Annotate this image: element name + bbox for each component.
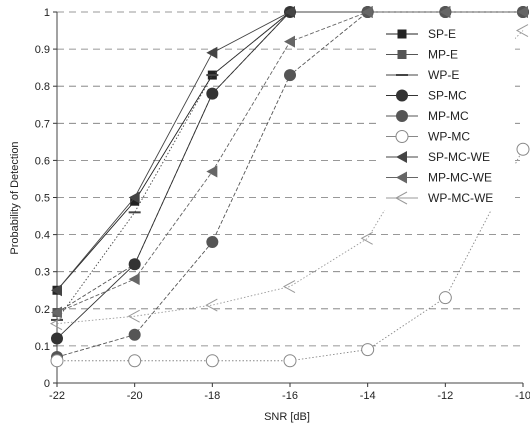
data-point <box>128 191 140 204</box>
data-point <box>206 165 218 178</box>
x-tick-label: -14 <box>360 390 376 402</box>
data-point <box>361 6 373 18</box>
legend-entry: WP-E <box>386 68 459 82</box>
legend-label: SP-MC-WE <box>428 150 490 164</box>
data-point <box>361 343 375 357</box>
legend-entry: SP-E <box>386 27 456 41</box>
y-tick-label: 0.1 <box>35 341 50 353</box>
data-point <box>206 46 218 59</box>
y-tick-label: 0.8 <box>35 81 50 93</box>
legend-entry: SP-MC <box>386 89 467 103</box>
legend-entry: WP-MC <box>386 130 470 144</box>
data-point <box>205 354 219 368</box>
y-tick-label: 0.2 <box>35 304 50 316</box>
x-tick-label: -22 <box>49 390 65 402</box>
data-point <box>206 236 219 249</box>
y-tick-label: 0.9 <box>35 44 50 56</box>
series-layer <box>49 6 530 368</box>
legend-entry: SP-MC-WE <box>386 150 490 164</box>
data-point <box>517 6 528 18</box>
legend-label: MP-E <box>428 48 458 62</box>
data-point <box>439 6 451 18</box>
legend-marker <box>397 29 407 39</box>
legend-marker <box>396 151 407 163</box>
y-tick-label: 0.5 <box>35 193 50 205</box>
legend-marker <box>396 171 407 184</box>
series-wp-mc <box>50 142 530 368</box>
legend-marker <box>396 89 408 102</box>
data-point <box>128 328 141 341</box>
data-point <box>438 291 452 305</box>
y-tick-label: 0.4 <box>35 230 50 242</box>
legend: SP-E MP-E WP-E SP-MC MP-MC WP-MC SP-MC-WE MP-MC… <box>380 20 515 210</box>
legend-entry: WP-MC-WE <box>386 191 493 205</box>
legend-entry: MP-MC-WE <box>386 171 492 185</box>
data-point <box>515 24 529 37</box>
data-point <box>51 332 63 345</box>
x-tick-label: -16 <box>282 390 298 402</box>
data-point <box>205 298 218 312</box>
legend-marker <box>395 130 409 143</box>
legend-marker <box>396 110 408 122</box>
data-point <box>516 142 530 156</box>
legend-label: WP-MC-WE <box>428 191 493 205</box>
data-point <box>284 69 296 82</box>
y-tick-label: 0.7 <box>35 118 50 130</box>
data-point <box>360 231 373 245</box>
data-point <box>50 354 64 368</box>
legend-label: SP-MC <box>428 89 467 103</box>
data-point <box>282 280 296 293</box>
data-point <box>130 196 140 206</box>
series-mp-mc-we <box>51 6 528 319</box>
data-point <box>127 309 140 323</box>
x-tick-label: -12 <box>437 390 453 402</box>
x-tick-label: -10 <box>515 390 530 402</box>
y-axis-label: Probability of Detection <box>9 141 21 254</box>
legend-label: MP-MC <box>428 109 469 123</box>
axes <box>53 11 524 387</box>
data-point <box>128 354 142 368</box>
legend-label: SP-E <box>428 27 456 41</box>
data-point <box>128 273 140 286</box>
y-tick-label: 0 <box>44 378 50 390</box>
data-point <box>206 87 219 100</box>
data-point <box>51 306 62 319</box>
legend-marker <box>394 191 408 205</box>
legend-label: WP-MC <box>428 130 470 144</box>
x-axis-label: SNR [dB] <box>264 411 310 423</box>
data-point <box>49 317 63 331</box>
legend-entry: MP-E <box>386 48 458 62</box>
x-tick-label: -20 <box>127 390 143 402</box>
y-tick-label: 0.6 <box>35 155 50 167</box>
legend-entry: MP-MC <box>386 109 469 123</box>
data-point <box>284 6 295 18</box>
data-point <box>283 354 297 368</box>
legend-marker <box>397 50 407 59</box>
y-tick-label: 0.3 <box>35 267 50 279</box>
legend-label: MP-MC-WE <box>428 171 492 185</box>
data-point <box>284 35 295 48</box>
data-point <box>128 258 141 271</box>
data-point <box>51 284 62 297</box>
legend-label: WP-E <box>428 68 459 82</box>
x-tick-label: -18 <box>204 390 220 402</box>
tick-labels: 0 0.1 0.2 0.3 0.4 0.5 0.6 0.7 0.8 0.9 1 -22 -20 -18 -1… <box>35 7 530 402</box>
y-tick-label: 1 <box>44 7 50 19</box>
series-line <box>56 30 524 325</box>
